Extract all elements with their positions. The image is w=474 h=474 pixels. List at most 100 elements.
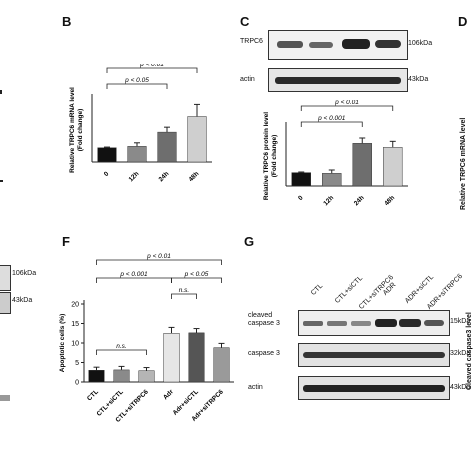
x-tick-label: 48h <box>383 194 396 207</box>
blot-g-lane-label: CTL <box>310 282 325 297</box>
panel-label-b: B <box>62 14 72 29</box>
x-tick-label: 12h <box>128 170 141 183</box>
y-tick-label: 15 <box>71 321 79 328</box>
bar <box>88 370 105 383</box>
bar <box>352 143 372 187</box>
significance-bracket <box>96 277 172 283</box>
panel-d-ylabel: Relative TRPC6 mRNA level <box>460 118 470 220</box>
significance-label: p < 0.001 <box>119 271 148 278</box>
bar <box>322 173 342 187</box>
y-tick-label: 20 <box>71 302 79 309</box>
edge-tick <box>0 90 2 94</box>
edge-blot-strip <box>0 292 11 314</box>
panel-label-g: G <box>244 234 255 249</box>
x-tick-label: 12h <box>322 194 335 207</box>
blot-c-kda: 106kDa <box>408 40 433 47</box>
blot-g-kda: 32kDa <box>450 350 471 357</box>
x-tick-label: 48h <box>188 170 201 183</box>
x-tick-label: 0 <box>297 194 305 202</box>
edge-kda-lower: 43kDa <box>12 297 33 304</box>
panel-label-c: C <box>240 14 250 29</box>
significance-label: p < 0.001 <box>317 115 346 122</box>
significance-bracket <box>171 277 222 283</box>
significance-label: p < 0.01 <box>334 100 359 106</box>
significance-label: p < 0.01 <box>146 253 171 260</box>
significance-bracket <box>300 105 394 111</box>
blot-g-kda: 15kDa <box>450 318 471 325</box>
panel-label-d: D <box>458 14 468 29</box>
blot-g-row-label: cleaved caspase 3 <box>248 312 280 327</box>
blot-c-row-label: actin <box>240 76 255 83</box>
blot-band <box>399 319 421 327</box>
blot-band <box>327 321 347 326</box>
blot-g-row-label: caspase 3 <box>248 350 280 357</box>
blot-c-trpc6-strip <box>268 30 408 60</box>
bar <box>97 147 117 163</box>
blot-g-row-label: actin <box>248 384 263 391</box>
x-tick-label: CTL <box>86 388 100 402</box>
blot-g-actin-strip <box>298 376 450 400</box>
significance-bracket <box>106 83 168 89</box>
y-axis-label-line: Relative TRPC6 protein level <box>263 112 270 200</box>
significance-label: n.s. <box>179 287 190 294</box>
y-axis-label-line: (Fold change) <box>77 109 84 152</box>
blot-c-row-label: TRPC6 <box>240 38 263 45</box>
significance-bracket <box>96 349 147 355</box>
significance-label: p < 0.05 <box>124 77 149 84</box>
bar <box>113 369 130 383</box>
edge-tick <box>0 180 3 182</box>
bar <box>383 147 403 187</box>
blot-band <box>275 77 401 84</box>
y-tick-label: 5 <box>75 360 79 367</box>
x-tick-label: Adr <box>162 388 175 401</box>
y-axis-label: Relative TRPC6 mRNA level(Fold change) <box>69 87 84 173</box>
blot-band <box>375 319 397 327</box>
blot-c-kda: 43kDa <box>408 76 429 83</box>
blot-g-kda: 43kDa <box>450 384 471 391</box>
x-tick-label: 0 <box>103 170 111 178</box>
significance-bracket <box>300 121 363 127</box>
significance-bracket <box>106 67 198 73</box>
blot-g-cleaved-strip <box>298 310 450 336</box>
y-axis-label-line: Apoptotic cells (%) <box>59 314 66 373</box>
significance-label: p < 0.01 <box>139 64 164 68</box>
edge-bar-fragment <box>0 395 10 401</box>
bar <box>138 370 155 383</box>
y-tick-label: 10 <box>71 341 79 348</box>
blot-g-caspase-strip <box>298 343 450 367</box>
blot-band <box>351 321 371 326</box>
blot-band <box>277 41 303 48</box>
x-tick-label: 24h <box>353 194 366 207</box>
blot-g-lane-labels: CTL CTL+siCTL CTL+siTRPC6 ADR ADR+siCTL … <box>300 244 464 311</box>
bar <box>163 333 180 383</box>
blot-band <box>309 42 333 48</box>
blot-g-side-ylabel-text: Cleaved caspase3 level <box>466 312 473 390</box>
bar <box>188 332 205 383</box>
bar <box>127 146 147 163</box>
blot-band <box>303 321 323 326</box>
y-axis-label-line: Relative TRPC6 mRNA level <box>69 87 76 173</box>
blot-g-side-ylabel: Cleaved caspase3 level <box>466 312 474 400</box>
significance-bracket <box>171 293 197 299</box>
bar <box>157 131 177 163</box>
y-tick-label: 0 <box>75 380 79 387</box>
chart-b: Relative TRPC6 mRNA level(Fold change) 0 1… <box>69 64 212 183</box>
blot-band <box>303 385 445 392</box>
bar <box>213 347 230 383</box>
y-axis-label: Apoptotic cells (%) <box>59 314 66 373</box>
blot-band <box>342 39 370 49</box>
y-axis-label-line: (Fold change) <box>271 135 278 178</box>
significance-label: n.s. <box>116 343 127 350</box>
blot-band <box>375 40 401 48</box>
significance-label: p < 0.05 <box>184 271 209 278</box>
edge-kda-upper: 106kDa <box>12 270 37 277</box>
bar <box>291 172 311 187</box>
blot-c-actin-strip <box>268 68 408 92</box>
edge-blot-strip <box>0 265 11 291</box>
blot-band <box>303 352 445 358</box>
x-tick-label: 24h <box>158 170 171 183</box>
bar <box>187 116 207 163</box>
panel-label-f: F <box>62 234 70 249</box>
significance-bracket <box>96 259 222 265</box>
